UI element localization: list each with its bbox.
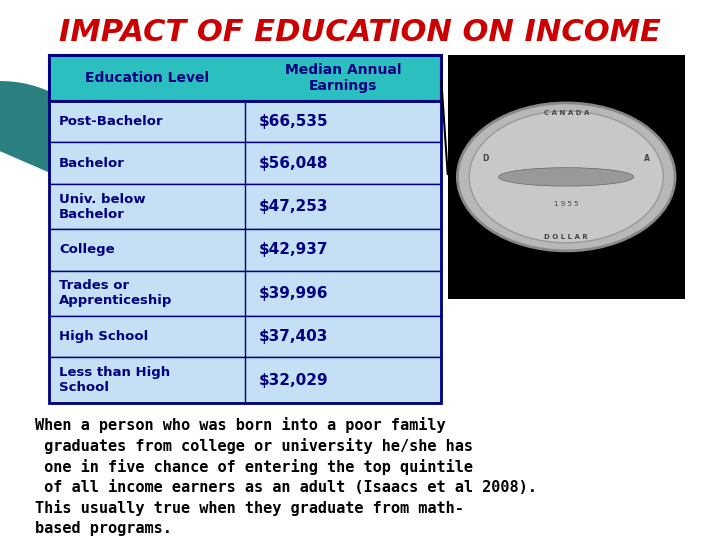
Text: Post-Bachelor: Post-Bachelor	[59, 115, 163, 129]
Bar	[49, 357, 441, 403]
Text: D: D	[482, 154, 488, 163]
Text: $37,403: $37,403	[258, 329, 328, 345]
Text: D O L L A R: D O L L A R	[544, 234, 588, 240]
Text: High School: High School	[59, 330, 148, 343]
Text: Bachelor: Bachelor	[59, 157, 125, 170]
Bar	[49, 184, 441, 230]
Ellipse shape	[499, 168, 634, 186]
Text: $32,029: $32,029	[258, 373, 328, 388]
Text: $47,253: $47,253	[258, 199, 328, 214]
Text: $39,996: $39,996	[258, 286, 328, 301]
Bar	[49, 230, 441, 271]
Text: Education Level: Education Level	[85, 71, 209, 85]
Text: $66,535: $66,535	[258, 114, 328, 129]
Text: A: A	[644, 154, 650, 163]
Text: When a person who was born into a poor family
 graduates from college or univers: When a person who was born into a poor f…	[35, 417, 537, 536]
Text: IMPACT OF EDUCATION ON INCOME: IMPACT OF EDUCATION ON INCOME	[59, 18, 661, 48]
Text: 1 9 5 5: 1 9 5 5	[554, 201, 578, 207]
Circle shape	[469, 111, 663, 243]
Text: $42,937: $42,937	[258, 242, 328, 258]
Bar	[49, 101, 441, 143]
Text: $56,048: $56,048	[258, 156, 328, 171]
Bar	[49, 316, 441, 357]
Text: Less than High
School: Less than High School	[59, 366, 170, 394]
Text: College: College	[59, 244, 114, 256]
Bar	[49, 271, 441, 316]
Bar	[49, 143, 441, 184]
Text: Median Annual
Earnings: Median Annual Earnings	[285, 63, 401, 93]
Text: C A N A D A: C A N A D A	[544, 110, 589, 116]
Text: Trades or
Apprenticeship: Trades or Apprenticeship	[59, 279, 173, 307]
Circle shape	[457, 103, 675, 251]
Text: Univ. below
Bachelor: Univ. below Bachelor	[59, 193, 145, 220]
